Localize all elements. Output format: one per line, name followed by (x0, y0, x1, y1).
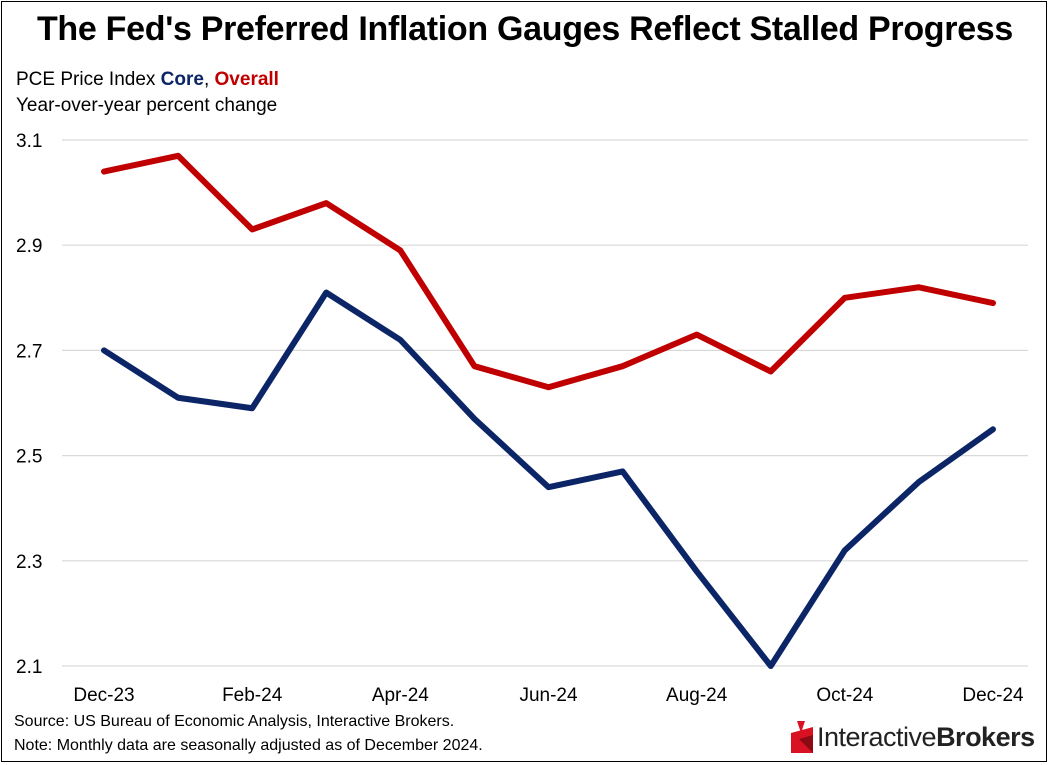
y-tick-label: 2.3 (16, 552, 42, 573)
subtitle-comma: , (203, 69, 215, 90)
y-tick-label: 2.1 (16, 657, 42, 678)
x-tick-label: Jun-24 (519, 685, 578, 706)
y-tick-label: 3.1 (16, 131, 42, 152)
x-tick-label: Dec-23 (73, 685, 134, 706)
interactive-brokers-logo: InteractiveBrokers (789, 717, 1035, 757)
gridlines (62, 139, 1028, 667)
x-tick-label: Oct-24 (816, 685, 873, 706)
x-axis-ticks: Dec-23 Feb-24 Apr-24 Jun-24 Aug-24 Oct-24 Dec-… (73, 685, 1024, 706)
chart-title: The Fed's Preferred Inflation Gauges Ref… (36, 10, 1014, 48)
x-tick-label: Dec-24 (962, 685, 1024, 706)
x-tick-label: Feb-24 (222, 685, 283, 706)
series-line-overall (101, 152, 996, 391)
series-line-core (101, 289, 996, 669)
subtitle-prefix: PCE Price Index (16, 69, 161, 90)
y-tick-label: 2.5 (16, 447, 42, 468)
ib-logo-icon (791, 721, 813, 753)
x-tick-label: Aug-24 (666, 685, 728, 706)
legend-core: Core (160, 69, 204, 90)
legend-overall: Overall (214, 69, 279, 90)
series-lines (101, 152, 996, 669)
x-tick-label: Apr-24 (372, 685, 429, 706)
data-note: Note: Monthly data are seasonally adjust… (14, 737, 483, 754)
logo-text: InteractiveBrokers (817, 721, 1035, 752)
y-tick-label: 2.9 (16, 236, 42, 257)
subtitle-units: Year-over-year percent change (16, 95, 278, 116)
y-axis-ticks: 3.1 2.9 2.7 2.5 2.3 2.1 (16, 131, 42, 678)
y-tick-label: 2.7 (16, 341, 42, 362)
subtitle-series: PCE Price Index Core, Overall (16, 69, 279, 91)
source-note: Source: US Bureau of Economic Analysis, … (14, 713, 455, 730)
